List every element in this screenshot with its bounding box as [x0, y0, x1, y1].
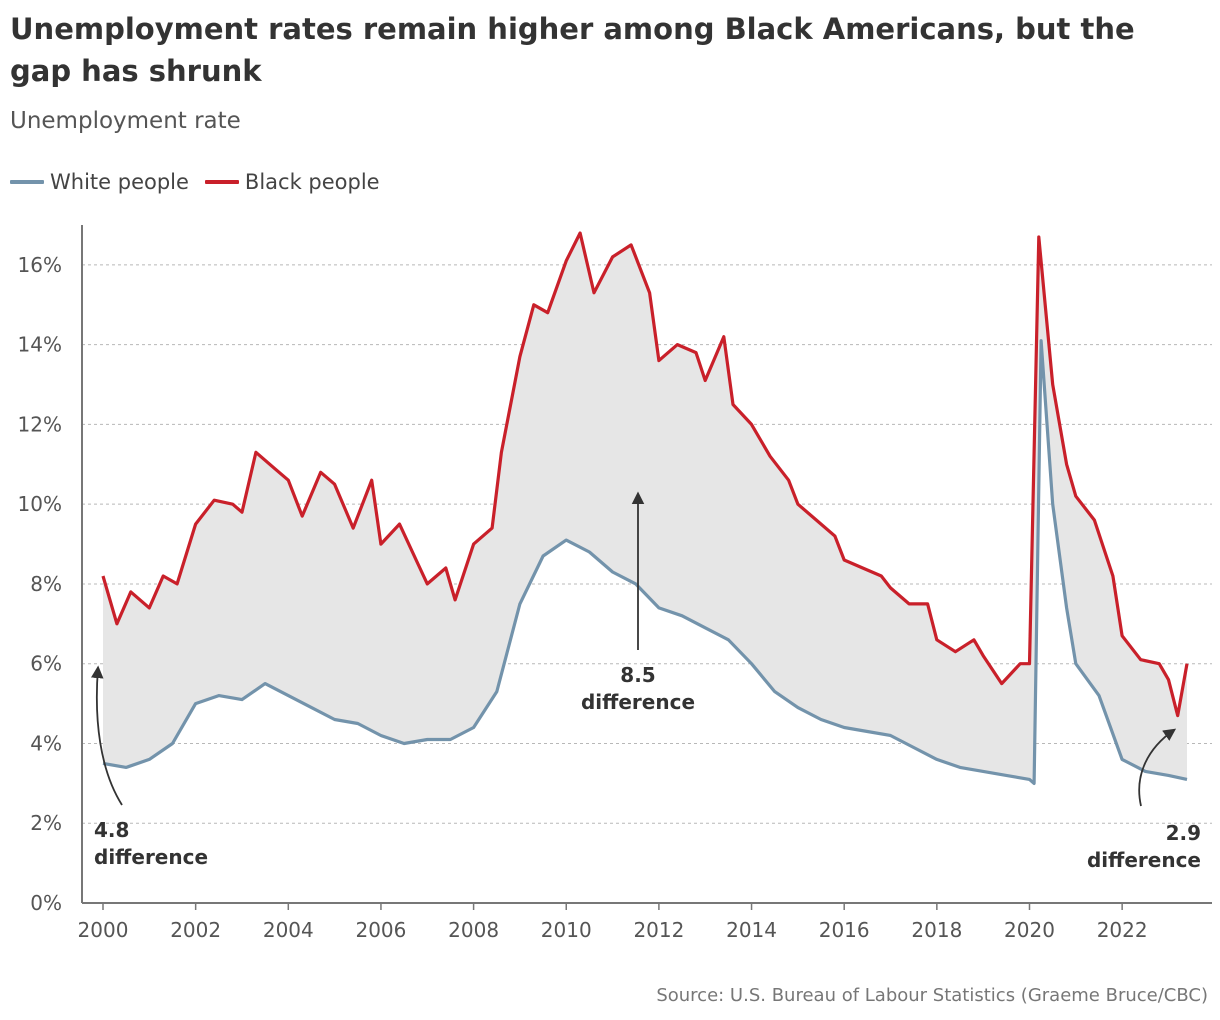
- x-tick-label: 2020: [1004, 918, 1055, 942]
- legend-item-white[interactable]: White people: [10, 170, 189, 194]
- annotation-value-2023: 2.9: [1166, 821, 1201, 845]
- annotation-label-2000: difference: [94, 845, 208, 869]
- legend-swatch-black: [204, 180, 239, 184]
- legend-item-black[interactable]: Black people: [204, 170, 380, 194]
- series-line-black[interactable]: [101, 231, 1189, 718]
- legend-swatch-white: [10, 180, 44, 184]
- x-tick-label: 2016: [819, 918, 870, 942]
- series-line-white[interactable]: [102, 339, 1188, 786]
- legend: White people Black people: [10, 170, 396, 194]
- annotation-value-2011: 8.5: [620, 663, 655, 687]
- x-tick-label: 2018: [911, 918, 962, 942]
- x-tick-label: 2000: [78, 918, 129, 942]
- legend-label-white: White people: [50, 170, 189, 194]
- chart-title: Unemployment rates remain higher among B…: [10, 12, 1135, 88]
- y-tick-label: 14%: [18, 333, 62, 357]
- annotation-arrow-2023: [1138, 728, 1177, 807]
- y-tick-label: 8%: [30, 572, 62, 596]
- x-tick-label: 2010: [541, 918, 592, 942]
- x-tick-label: 2014: [726, 918, 777, 942]
- gap-area: [103, 233, 1187, 784]
- y-tick-label: 2%: [30, 811, 62, 835]
- y-tick-label: 12%: [18, 412, 62, 436]
- y-tick-label: 4%: [30, 731, 62, 755]
- annotation-label-2011: difference: [581, 690, 695, 714]
- x-tick-label: 2004: [263, 918, 314, 942]
- legend-label-black: Black people: [244, 170, 380, 194]
- chart-subtitle: Unemployment rate: [10, 108, 241, 134]
- x-tick-label: 2006: [355, 918, 406, 942]
- y-tick-label: 6%: [30, 652, 62, 676]
- x-tick-label: 2002: [170, 918, 221, 942]
- y-tick-label: 16%: [18, 253, 62, 277]
- annotation-label-2023: difference: [1087, 848, 1201, 872]
- annotation-value-2000: 4.8: [94, 818, 129, 842]
- source-note: Source: U.S. Bureau of Labour Statistics…: [656, 985, 1208, 1006]
- annotation-arrow-2000: [90, 665, 123, 806]
- y-tick-label: 10%: [18, 492, 62, 516]
- x-tick-label: 2008: [448, 918, 499, 942]
- y-tick-label: 0%: [30, 891, 62, 915]
- x-tick-label: 2012: [633, 918, 684, 942]
- x-tick-label: 2022: [1097, 918, 1148, 942]
